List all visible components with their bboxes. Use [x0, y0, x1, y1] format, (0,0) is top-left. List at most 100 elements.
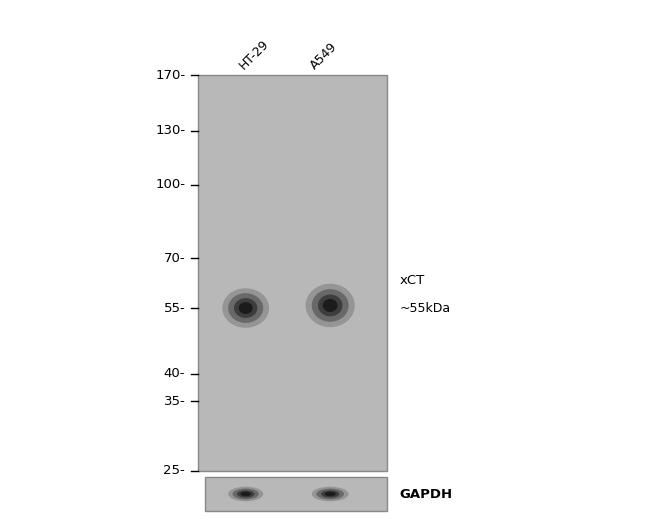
- Text: 25-: 25-: [164, 464, 185, 477]
- Bar: [198, 384, 387, 387]
- Bar: [198, 80, 387, 83]
- Ellipse shape: [312, 487, 348, 501]
- Bar: [198, 404, 387, 407]
- Bar: [198, 249, 387, 253]
- Bar: [198, 368, 387, 372]
- Bar: [198, 186, 387, 190]
- Bar: [198, 305, 387, 308]
- Bar: [198, 178, 387, 182]
- Bar: [198, 360, 387, 364]
- Bar: [198, 356, 387, 360]
- Bar: [198, 87, 387, 91]
- Bar: [198, 159, 387, 162]
- Ellipse shape: [321, 490, 339, 498]
- Ellipse shape: [228, 487, 263, 501]
- Ellipse shape: [228, 293, 263, 323]
- Text: 40-: 40-: [164, 367, 185, 380]
- Bar: [198, 324, 387, 328]
- FancyBboxPatch shape: [198, 75, 387, 471]
- Bar: [198, 419, 387, 423]
- FancyBboxPatch shape: [205, 477, 387, 511]
- Bar: [198, 147, 387, 150]
- Bar: [198, 218, 387, 222]
- Text: GAPDH: GAPDH: [400, 488, 453, 500]
- Bar: [198, 261, 387, 265]
- Bar: [198, 107, 387, 111]
- Bar: [198, 142, 387, 147]
- Bar: [198, 229, 387, 233]
- Bar: [198, 75, 387, 80]
- Bar: [198, 455, 387, 459]
- Bar: [198, 226, 387, 229]
- Bar: [198, 344, 387, 348]
- Text: 100-: 100-: [155, 178, 185, 191]
- Bar: [198, 233, 387, 238]
- FancyBboxPatch shape: [198, 75, 387, 471]
- Bar: [198, 95, 387, 99]
- Bar: [198, 210, 387, 214]
- Bar: [198, 257, 387, 261]
- Bar: [198, 202, 387, 206]
- Bar: [198, 111, 387, 115]
- Text: 170-: 170-: [155, 69, 185, 82]
- Text: xCT: xCT: [400, 274, 425, 287]
- Bar: [198, 443, 387, 447]
- Bar: [198, 91, 387, 95]
- Bar: [198, 139, 387, 142]
- Text: A549: A549: [308, 40, 340, 72]
- Text: ~55kDa: ~55kDa: [400, 302, 451, 315]
- Bar: [198, 435, 387, 439]
- Bar: [198, 301, 387, 305]
- Bar: [198, 150, 387, 154]
- Bar: [198, 115, 387, 119]
- Bar: [198, 166, 387, 170]
- Ellipse shape: [317, 488, 344, 500]
- Bar: [198, 396, 387, 399]
- Bar: [198, 281, 387, 285]
- Bar: [198, 459, 387, 463]
- Bar: [198, 162, 387, 166]
- Bar: [198, 273, 387, 277]
- Bar: [198, 308, 387, 313]
- Bar: [198, 269, 387, 273]
- Bar: [198, 407, 387, 411]
- Ellipse shape: [233, 488, 259, 500]
- Bar: [198, 198, 387, 202]
- Bar: [198, 174, 387, 178]
- Bar: [198, 427, 387, 431]
- Bar: [198, 392, 387, 396]
- Bar: [198, 238, 387, 241]
- Bar: [198, 336, 387, 340]
- Bar: [198, 154, 387, 159]
- Bar: [198, 293, 387, 297]
- Text: 35-: 35-: [164, 395, 185, 408]
- Bar: [198, 364, 387, 368]
- Bar: [198, 411, 387, 415]
- Ellipse shape: [240, 492, 251, 496]
- Bar: [198, 372, 387, 376]
- Bar: [198, 194, 387, 198]
- Bar: [198, 245, 387, 249]
- Bar: [198, 451, 387, 455]
- Bar: [198, 83, 387, 87]
- Bar: [198, 182, 387, 186]
- Bar: [198, 127, 387, 131]
- Bar: [198, 423, 387, 427]
- Bar: [198, 463, 387, 466]
- Bar: [198, 320, 387, 324]
- Ellipse shape: [234, 298, 257, 318]
- Bar: [198, 135, 387, 139]
- Bar: [198, 380, 387, 384]
- Bar: [198, 376, 387, 380]
- Bar: [198, 447, 387, 451]
- Bar: [198, 190, 387, 194]
- Bar: [198, 352, 387, 356]
- Text: 55-: 55-: [164, 302, 185, 315]
- Ellipse shape: [306, 284, 355, 327]
- Bar: [198, 332, 387, 336]
- Ellipse shape: [312, 289, 348, 322]
- Bar: [198, 253, 387, 257]
- Bar: [198, 99, 387, 103]
- Bar: [198, 241, 387, 245]
- Bar: [198, 206, 387, 210]
